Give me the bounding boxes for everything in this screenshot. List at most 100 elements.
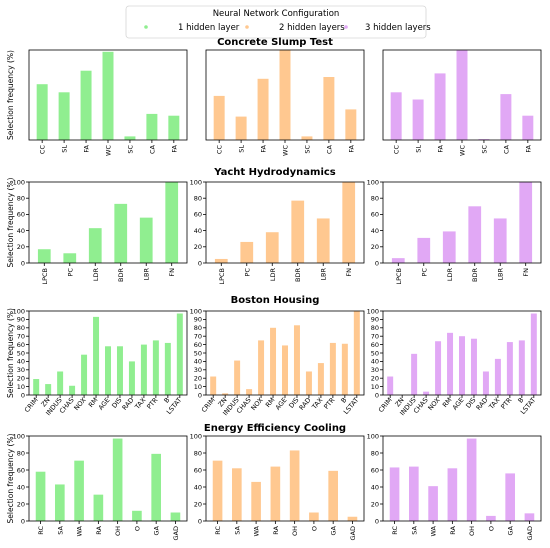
bar [165,182,179,263]
x-tick-label: SL [238,145,246,153]
legend-label-1: 1 hidden layer [178,23,240,33]
legend: Neural Network Configuration 1 hidden la… [125,5,431,39]
y-tick-label: 100 [13,178,25,186]
bar [301,136,313,140]
y-tick-label: 20 [194,243,202,251]
x-tick-label: FA [260,144,268,152]
y-tick-label: 20 [17,375,25,383]
bar [240,241,254,263]
y-tick-label: 60 [17,211,25,219]
x-tick-label: PC [66,268,74,277]
bar [391,258,405,263]
y-tick-label: 30 [371,366,379,374]
bar [132,510,142,521]
y-tick-label: 60 [371,211,379,219]
bar [69,385,76,395]
bar [442,231,456,263]
bar [93,316,100,395]
chart-title: Energy Efficiency Cooling [204,423,346,434]
bar [447,332,454,395]
plot-frame [28,181,188,264]
x-tick-label: NOX [249,396,264,412]
x-tick-label: CA [325,144,333,154]
x-tick-label: FA [170,144,178,152]
y-tick-label: 100 [190,307,202,315]
panel-3: CC SL FA WC SC CA FA [382,49,542,156]
x-tick-label: OH [114,526,122,536]
y-tick-label: 0 [375,391,379,399]
y-tick-label: 80 [17,324,25,332]
legend-entry-3: 3 hidden layers [344,23,431,33]
legend-marker-1 [144,25,148,29]
bar [112,438,123,521]
y-axis-label: Selection frequency (%) [6,177,15,267]
x-tick-label: RC [37,526,45,535]
y-axis-label: Selection frequency (%) [6,308,15,398]
bar [80,70,92,140]
legend-title: Neural Network Configuration [213,9,340,19]
bar [341,343,348,395]
y-tick-label: 0 [198,259,202,267]
y-tick-label: 90 [371,316,379,324]
y-tick-label: 60 [194,466,202,474]
x-tick-label: LDR [446,268,454,282]
bar [168,115,180,140]
x-tick-label: LPCB [395,268,403,285]
bar [309,512,319,521]
x-tick-label: FA [524,144,532,152]
bar [530,313,537,395]
bar [214,258,228,263]
legend-label-3: 3 hidden layers [365,23,431,33]
y-tick-label: 0 [21,391,25,399]
x-tick-label: PC [243,268,251,277]
x-tick-label: SA [410,525,418,534]
bar [282,345,288,395]
y-tick-label: 40 [371,227,379,235]
x-tick-label: RAD [475,396,490,412]
x-tick-label: CC [393,145,401,155]
y-tick-label: 30 [17,366,25,374]
bar [232,468,242,521]
x-tick-label: SA [56,525,64,534]
y-tick-label: 60 [371,466,379,474]
y-tick-label: 100 [190,432,202,440]
bar [409,466,419,521]
bar [291,200,305,263]
x-tick-label: GAD [526,526,534,541]
x-tick-label: WC [105,145,113,156]
bar [342,182,356,263]
x-tick-label: FA [83,144,91,152]
bar [317,363,324,395]
x-tick-label: FN [522,268,530,277]
y-tick-label: 0 [375,517,379,525]
bar [146,113,158,140]
plot-frame [205,181,365,264]
y-tick-label: 100 [367,307,379,315]
bar [519,182,533,263]
x-tick-label: AGE [97,396,112,411]
bar [74,460,84,521]
bar [257,78,269,140]
y-tick-label: 80 [371,324,379,332]
y-tick-label: 90 [194,316,202,324]
x-tick-label: SL [415,145,423,153]
y-tick-label: 70 [194,333,202,341]
x-tick-label: NOX [426,396,441,412]
bar [493,218,507,263]
x-tick-label: O [310,526,318,531]
x-tick-label: NOX [72,396,87,412]
y-tick-label: 100 [367,178,379,186]
y-tick-label: 40 [17,358,25,366]
bar [58,92,70,140]
legend-entry-1: 1 hidden layer [144,23,240,33]
x-tick-label: LPCB [218,268,226,285]
legend-marker-2 [245,25,249,29]
bar [151,453,161,521]
bar [222,393,229,395]
panel-3: 0 20 40 60 80 100 RC SA WA RA OH O GA GAD [367,432,542,541]
bar [522,115,534,140]
y-tick-label: 20 [194,375,202,383]
x-tick-label: CC [39,145,47,155]
bar [390,92,402,140]
